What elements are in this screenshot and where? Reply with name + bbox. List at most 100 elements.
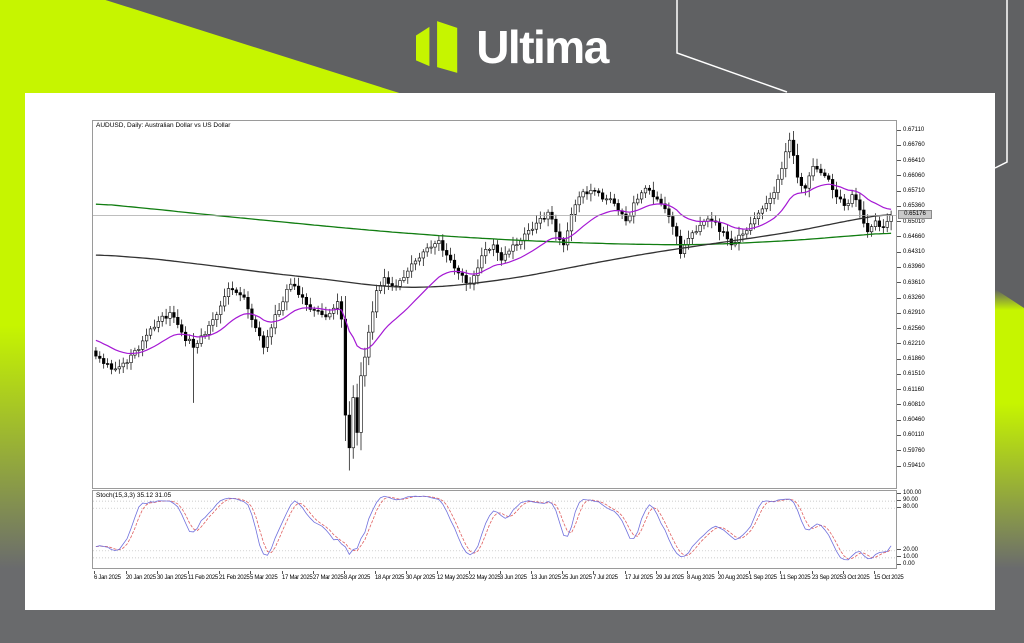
time-axis-label: 15 Oct 2025	[874, 575, 904, 581]
down-candle	[242, 294, 246, 298]
up-candle	[515, 244, 519, 246]
up-candle	[117, 366, 121, 370]
price-axis[interactable]: 0.67110 0.66760 0.66410 0.66060 0.65710 0.653…	[897, 120, 992, 489]
up-candle	[406, 270, 410, 278]
up-candle	[636, 198, 640, 204]
up-candle	[382, 277, 387, 286]
up-candle	[569, 214, 574, 232]
ma-slow-line	[95, 203, 892, 246]
price-axis-label: 0.66410	[903, 157, 925, 164]
price-axis-label: 0.59760	[903, 447, 925, 454]
price-axis-label: 0.62910	[903, 310, 925, 317]
price-axis-tick	[897, 358, 901, 360]
up-candle	[487, 249, 492, 251]
time-axis-tick	[812, 571, 813, 574]
up-candle	[749, 223, 753, 231]
up-candle	[694, 231, 698, 234]
down-candle	[293, 283, 297, 287]
up-candle	[846, 203, 850, 206]
price-axis-label: 0.59410	[903, 463, 925, 469]
time-axis-label: 17 Jul 2025	[625, 575, 653, 581]
time-axis-tick	[282, 571, 283, 574]
up-candle	[690, 232, 694, 239]
price-axis-tick	[897, 419, 901, 421]
up-candle	[417, 257, 422, 262]
time-axis-tick	[531, 571, 532, 574]
stoch-axis-tick	[897, 506, 901, 508]
down-candle	[717, 221, 722, 232]
time-axis-label: 11 Feb 2025	[188, 575, 218, 581]
right-accent-strip	[995, 93, 1024, 610]
price-axis-tick	[897, 160, 901, 162]
time-axis-label: 30 Apr 2025	[406, 575, 436, 581]
left-accent-strip	[0, 93, 25, 610]
down-candle	[866, 223, 870, 233]
down-candle	[234, 289, 238, 293]
down-candle	[320, 310, 324, 316]
time-axis-label: 8 Apr 2025	[344, 575, 371, 581]
down-candle	[877, 220, 881, 227]
up-candle	[219, 305, 223, 315]
down-candle	[721, 231, 726, 233]
up-candle	[215, 314, 219, 321]
down-candle	[191, 338, 195, 348]
time-axis-tick	[500, 571, 501, 574]
up-candle	[581, 191, 585, 198]
down-candle	[355, 397, 359, 433]
price-axis-label: 0.67110	[903, 127, 925, 133]
time-axis-tick	[718, 571, 719, 574]
candlestick-chart-canvas[interactable]	[93, 121, 896, 488]
up-candle	[741, 233, 745, 236]
stoch-axis-tick	[897, 556, 901, 558]
down-candle	[495, 244, 500, 253]
ultima-logo-icon	[416, 20, 458, 73]
time-axis-tick	[562, 571, 563, 574]
time-axis-tick	[749, 571, 750, 574]
time-axis-tick	[780, 571, 781, 574]
down-candle	[881, 226, 885, 228]
time-axis[interactable]: 6 Jan 2025 20 Jan 2025 30 Jan 2025 11 Feb 2…	[92, 571, 922, 583]
down-candle	[390, 283, 394, 287]
down-candle	[815, 165, 819, 170]
down-candle	[558, 231, 562, 240]
price-axis-tick	[897, 282, 901, 284]
main-chart-panel[interactable]: AUDUSD, Daily: Australian Dollar vs US D…	[92, 120, 897, 489]
up-candle	[152, 326, 156, 330]
time-axis-tick	[406, 571, 407, 574]
price-axis-tick	[897, 190, 901, 192]
down-candle	[655, 196, 659, 200]
up-candle	[199, 335, 203, 344]
down-candle	[184, 331, 188, 341]
ma-fast-line	[95, 183, 892, 355]
stochastic-panel[interactable]: Stoch(15,3,3) 35.12 31.05	[92, 490, 897, 569]
stochastic-canvas[interactable]	[93, 491, 896, 568]
up-candle	[850, 194, 854, 204]
time-axis-label: 8 Aug 2025	[687, 575, 715, 581]
up-candle	[573, 204, 577, 215]
down-candle	[312, 309, 316, 311]
stochastic-axis[interactable]: 100.00 90.00 80.00 20.00 10.00 0.00	[897, 490, 992, 569]
up-candle	[336, 301, 340, 309]
up-candle	[760, 208, 764, 214]
time-axis-tick	[687, 571, 688, 574]
up-candle	[538, 218, 542, 224]
down-candle	[659, 198, 663, 205]
down-candle	[612, 198, 616, 204]
up-candle	[332, 307, 336, 314]
up-candle	[265, 336, 270, 348]
up-candle	[756, 212, 761, 219]
up-candle	[577, 196, 581, 206]
time-axis-label: 18 Apr 2025	[375, 575, 405, 581]
up-candle	[121, 362, 125, 368]
down-candle	[102, 358, 106, 364]
price-axis-tick	[897, 434, 901, 436]
price-axis-tick	[897, 312, 901, 314]
down-candle	[448, 254, 453, 261]
down-candle	[729, 238, 733, 246]
up-candle	[745, 230, 749, 235]
down-candle	[651, 189, 655, 198]
down-candle	[464, 275, 468, 284]
up-candle	[359, 375, 363, 433]
time-axis-label: 25 Jun 2025	[562, 575, 592, 581]
down-candle	[827, 175, 831, 180]
